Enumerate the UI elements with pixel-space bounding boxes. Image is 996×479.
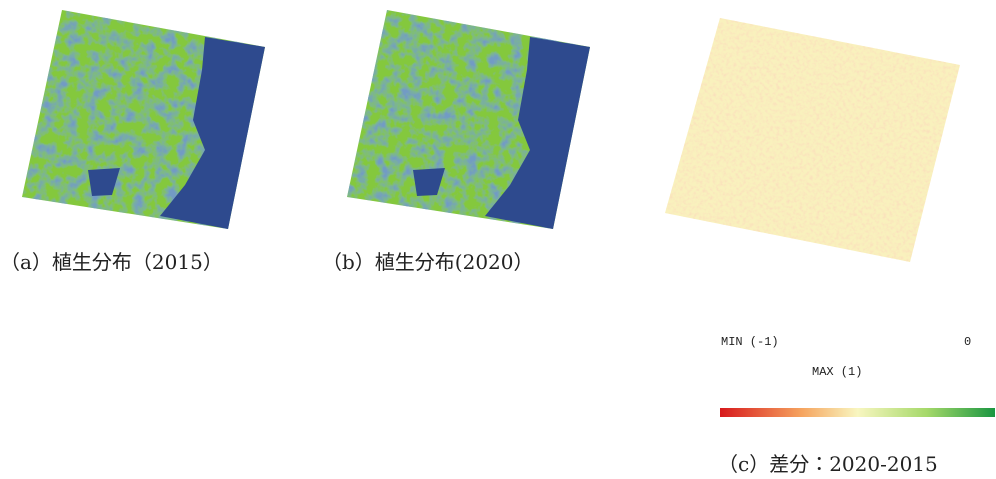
figure: {"panels": [{"caption": "（a）植生分布（2015）"}… [0, 0, 996, 479]
caption-a: （a）植生分布（2015） [0, 250, 223, 274]
color-bar [720, 408, 995, 417]
panel-b-image [347, 10, 590, 229]
caption-b: （b）植生分布(2020） [322, 250, 534, 274]
legend-min: MIN (-1) [721, 335, 779, 349]
legend-max: MAX (1) [812, 365, 862, 379]
figure-canvas: （a）植生分布（2015） （b）植生分布(2020） MIN (-1) 0 M… [0, 0, 996, 479]
panel-a-image [22, 10, 265, 229]
page: html, body { margin: 0; padding: 0; back… [0, 0, 996, 479]
caption-c: （c）差分：2020-2015 [718, 452, 938, 476]
panel-c-image [665, 18, 960, 262]
legend-zero: 0 [964, 335, 971, 349]
